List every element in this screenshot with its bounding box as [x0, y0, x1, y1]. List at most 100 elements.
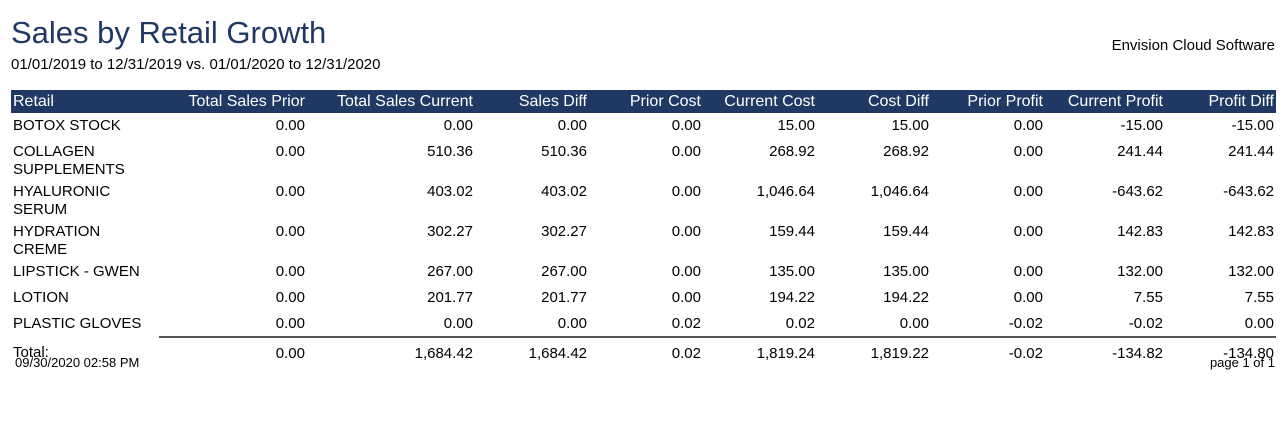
cell-total-sales-current: 302.27	[427, 223, 473, 240]
table-row: LOTION 0.00 201.77 201.77 0.00 194.22 19…	[11, 285, 1276, 311]
sales-table: Retail Total Sales Prior Total Sales Cur…	[11, 90, 1276, 365]
cell-prior-profit: 0.00	[1013, 183, 1043, 200]
cell-cost-diff: 159.44	[883, 223, 929, 240]
cell-profit-diff: 7.55	[1244, 289, 1274, 306]
cell-sales-diff: 267.00	[541, 263, 587, 280]
cell-prior-cost: 0.00	[671, 183, 701, 200]
cell-cost-diff: 0.00	[899, 315, 929, 332]
cell-total-sales-prior: 0.00	[275, 183, 305, 200]
cell-profit-diff: -15.00	[1231, 117, 1274, 134]
cell-prior-cost: 0.00	[671, 143, 701, 160]
cell-total-sales-prior: 0.00	[275, 289, 305, 306]
column-header-retail: Retail	[13, 92, 54, 110]
column-header-prior-profit: Prior Profit	[967, 92, 1043, 110]
cell-sales-diff: 403.02	[541, 183, 587, 200]
total-sales-diff: 1,684.42	[475, 336, 589, 365]
cell-prior-profit: -0.02	[1008, 315, 1043, 332]
cell-cost-diff: 135.00	[883, 263, 929, 280]
cell-retail: HYALURONIC SERUM	[13, 183, 111, 218]
cell-sales-diff: 201.77	[541, 289, 587, 306]
cell-prior-cost: 0.00	[671, 289, 701, 306]
table-row: LIPSTICK - GWEN 0.00 267.00 267.00 0.00 …	[11, 259, 1276, 285]
cell-total-sales-prior: 0.00	[275, 117, 305, 134]
cell-retail: LOTION	[13, 289, 69, 306]
cell-total-sales-current: 267.00	[427, 263, 473, 280]
cell-total-sales-current: 0.00	[443, 117, 473, 134]
cell-profit-diff: 241.44	[1228, 143, 1274, 160]
total-prior-profit: -0.02	[931, 336, 1045, 365]
table-row: BOTOX STOCK 0.00 0.00 0.00 0.00 15.00 15…	[11, 113, 1276, 139]
cell-profit-diff: -643.62	[1223, 183, 1274, 200]
company-name: Envision Cloud Software	[1111, 37, 1275, 54]
table-header-row: Retail Total Sales Prior Total Sales Cur…	[11, 90, 1276, 113]
cell-total-sales-current: 510.36	[427, 143, 473, 160]
cell-current-profit: 142.83	[1117, 223, 1163, 240]
cell-cost-diff: 15.00	[891, 117, 929, 134]
cell-prior-profit: 0.00	[1013, 263, 1043, 280]
cell-cost-diff: 194.22	[883, 289, 929, 306]
cell-retail: COLLAGEN SUPPLEMENTS	[13, 143, 125, 178]
cell-sales-diff: 0.00	[557, 315, 587, 332]
cell-profit-diff: 132.00	[1228, 263, 1274, 280]
cell-prior-profit: 0.00	[1013, 289, 1043, 306]
generated-timestamp: 09/30/2020 02:58 PM	[15, 355, 140, 370]
table-row: HYDRATION CREME 0.00 302.27 302.27 0.00 …	[11, 219, 1276, 259]
cell-current-profit: -0.02	[1128, 315, 1163, 332]
total-current-cost: 1,819.24	[703, 336, 817, 365]
column-header-sales-diff: Sales Diff	[518, 92, 587, 110]
total-cost-diff: 1,819.22	[817, 336, 931, 365]
total-label: Total:	[13, 344, 49, 361]
total-row: Total: 0.00 1,684.42 1,684.42 0.02 1,819…	[11, 336, 1276, 365]
cell-prior-cost: 0.02	[671, 315, 701, 332]
cell-cost-diff: 268.92	[883, 143, 929, 160]
cell-sales-diff: 302.27	[541, 223, 587, 240]
table-row: HYALURONIC SERUM 0.00 403.02 403.02 0.00…	[11, 179, 1276, 219]
cell-total-sales-prior: 0.00	[275, 315, 305, 332]
cell-retail: HYDRATION CREME	[13, 223, 101, 258]
page-indicator: page 1 of 1	[1209, 355, 1275, 370]
cell-total-sales-current: 403.02	[427, 183, 473, 200]
report-date-range: 01/01/2019 to 12/31/2019 vs. 01/01/2020 …	[11, 56, 381, 73]
cell-current-cost: 135.00	[769, 263, 815, 280]
cell-current-cost: 159.44	[769, 223, 815, 240]
table-row: COLLAGEN SUPPLEMENTS 0.00 510.36 510.36 …	[11, 139, 1276, 179]
cell-retail: PLASTIC GLOVES	[13, 315, 142, 332]
cell-total-sales-current: 201.77	[427, 289, 473, 306]
cell-retail: LIPSTICK - GWEN	[13, 263, 140, 280]
cell-profit-diff: 0.00	[1244, 315, 1274, 332]
cell-prior-cost: 0.00	[671, 263, 701, 280]
cell-current-cost: 194.22	[769, 289, 815, 306]
cell-current-profit: -15.00	[1120, 117, 1163, 134]
cell-prior-profit: 0.00	[1013, 223, 1043, 240]
cell-current-cost: 0.02	[785, 315, 815, 332]
cell-total-sales-prior: 0.00	[275, 223, 305, 240]
total-prior-cost: 0.02	[589, 336, 703, 365]
cell-cost-diff: 1,046.64	[870, 183, 929, 200]
cell-sales-diff: 510.36	[541, 143, 587, 160]
cell-current-profit: -643.62	[1112, 183, 1163, 200]
cell-prior-cost: 0.00	[671, 223, 701, 240]
cell-prior-profit: 0.00	[1013, 143, 1043, 160]
total-sales-current: 1,684.42	[307, 336, 475, 365]
column-header-profit-diff: Profit Diff	[1208, 92, 1275, 110]
column-header-total-sales-current: Total Sales Current	[336, 92, 473, 110]
cell-current-cost: 268.92	[769, 143, 815, 160]
column-header-cost-diff: Cost Diff	[867, 92, 929, 110]
total-sales-prior: 0.00	[159, 336, 307, 365]
cell-total-sales-current: 0.00	[443, 315, 473, 332]
cell-prior-profit: 0.00	[1013, 117, 1043, 134]
column-header-prior-cost: Prior Cost	[629, 92, 701, 110]
column-header-current-profit: Current Profit	[1067, 92, 1163, 110]
cell-current-profit: 241.44	[1117, 143, 1163, 160]
cell-total-sales-prior: 0.00	[275, 143, 305, 160]
table-row: PLASTIC GLOVES 0.00 0.00 0.00 0.02 0.02 …	[11, 311, 1276, 337]
cell-current-cost: 15.00	[777, 117, 815, 134]
total-profit-diff: -134.80	[1165, 336, 1276, 365]
cell-sales-diff: 0.00	[557, 117, 587, 134]
cell-profit-diff: 142.83	[1228, 223, 1274, 240]
cell-total-sales-prior: 0.00	[275, 263, 305, 280]
cell-current-profit: 132.00	[1117, 263, 1163, 280]
cell-prior-cost: 0.00	[671, 117, 701, 134]
column-header-total-sales-prior: Total Sales Prior	[188, 92, 306, 110]
cell-retail: BOTOX STOCK	[13, 117, 121, 134]
